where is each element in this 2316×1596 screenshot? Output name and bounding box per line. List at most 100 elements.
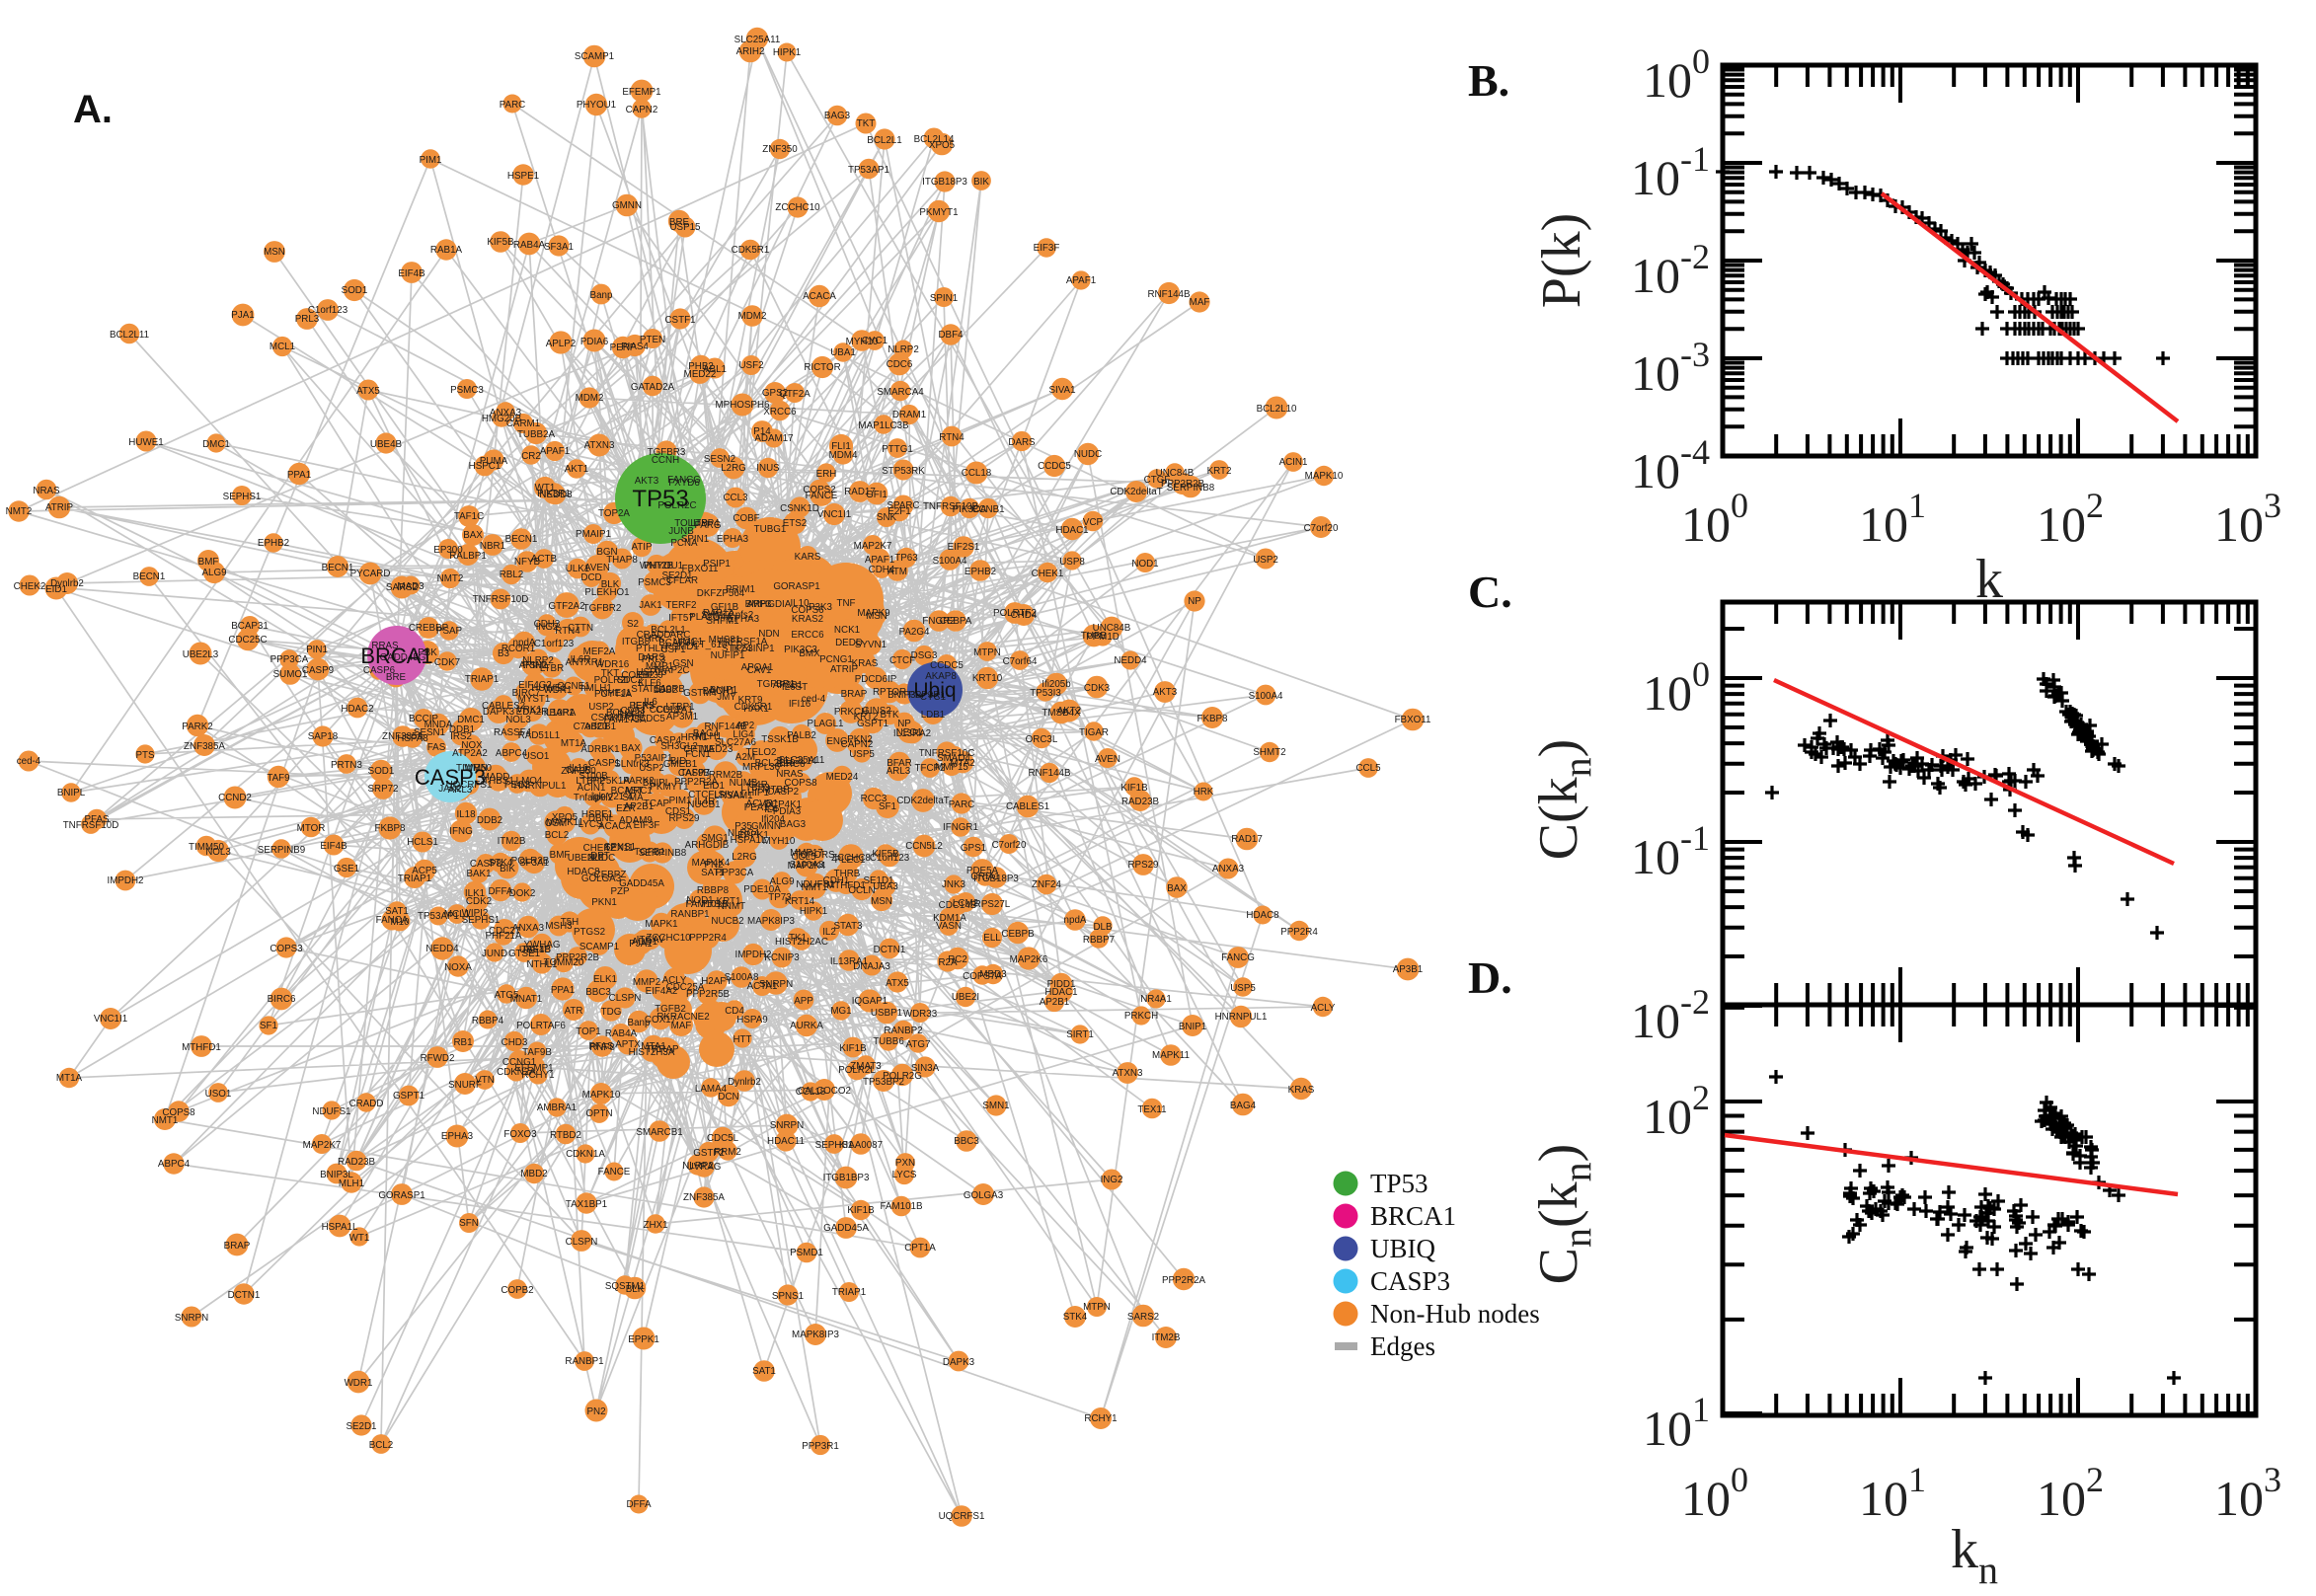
svg-text:DRAM1: DRAM1 bbox=[892, 410, 926, 420]
svg-text:L2RG: L2RG bbox=[721, 463, 746, 474]
svg-text:CCDC5: CCDC5 bbox=[930, 660, 964, 671]
svg-text:TP53INP1: TP53INP1 bbox=[730, 644, 774, 654]
svg-text:MTPN: MTPN bbox=[973, 647, 1001, 658]
svg-text:SIN3A: SIN3A bbox=[911, 1063, 940, 1074]
svg-text:JNK3: JNK3 bbox=[942, 879, 966, 890]
svg-text:CDC14B: CDC14B bbox=[939, 900, 977, 911]
svg-text:CRADD: CRADD bbox=[637, 630, 671, 641]
svg-text:BAG3: BAG3 bbox=[780, 819, 807, 830]
svg-text:NOD1: NOD1 bbox=[1131, 559, 1158, 570]
svg-text:SNRPN: SNRPN bbox=[770, 1120, 804, 1131]
svg-text:TP53AP1: TP53AP1 bbox=[848, 165, 889, 176]
svg-text:TNFRSF10C: TNFRSF10C bbox=[919, 748, 975, 759]
svg-text:TFAP2C: TFAP2C bbox=[653, 665, 689, 676]
svg-text:PXN: PXN bbox=[895, 1158, 915, 1169]
svg-text:COPS3: COPS3 bbox=[270, 944, 303, 954]
svg-text:RNF2: RNF2 bbox=[617, 710, 643, 721]
svg-text:C(kn): C(kn) bbox=[1528, 739, 1599, 861]
svg-text:PRL3: PRL3 bbox=[642, 654, 666, 665]
svg-text:APP: APP bbox=[794, 996, 813, 1007]
svg-text:SARS2: SARS2 bbox=[1127, 1312, 1159, 1323]
svg-text:PSMC3: PSMC3 bbox=[638, 577, 671, 588]
svg-text:SNURF: SNURF bbox=[448, 1080, 482, 1091]
svg-text:CSF1: CSF1 bbox=[660, 645, 685, 655]
svg-text:A2M: A2M bbox=[735, 752, 755, 763]
svg-text:P35: P35 bbox=[734, 821, 752, 832]
svg-text:ACTA1: ACTA1 bbox=[747, 981, 778, 992]
svg-text:C7orf20: C7orf20 bbox=[574, 722, 608, 732]
svg-text:ARL3: ARL3 bbox=[448, 785, 473, 796]
svg-text:IL16: IL16 bbox=[569, 763, 588, 774]
svg-text:SMARCA4: SMARCA4 bbox=[877, 387, 924, 398]
svg-text:CYC1: CYC1 bbox=[920, 692, 946, 703]
svg-text:HCLS1: HCLS1 bbox=[407, 837, 438, 848]
svg-text:CASP4: CASP4 bbox=[650, 735, 682, 746]
svg-text:PKN1: PKN1 bbox=[591, 897, 617, 908]
svg-text:TGFBR1: TGFBR1 bbox=[757, 679, 796, 690]
svg-text:SPNS1: SPNS1 bbox=[604, 842, 636, 853]
svg-text:DCD: DCD bbox=[580, 572, 601, 583]
svg-text:BCAP31: BCAP31 bbox=[658, 638, 696, 648]
svg-text:COPS7A: COPS7A bbox=[963, 971, 1002, 982]
svg-text:DDB1: DDB1 bbox=[449, 724, 475, 735]
svg-text:COPS2: COPS2 bbox=[803, 485, 835, 495]
svg-text:JUND: JUND bbox=[482, 949, 507, 959]
svg-text:LTBP3: LTBP3 bbox=[740, 783, 770, 794]
svg-text:BIK: BIK bbox=[973, 177, 989, 188]
svg-text:TKT: TKT bbox=[857, 118, 876, 129]
svg-text:SEPHS1: SEPHS1 bbox=[462, 915, 501, 926]
svg-text:LAMA4: LAMA4 bbox=[695, 1084, 728, 1095]
svg-text:VTN: VTN bbox=[475, 1075, 495, 1086]
svg-text:TSSK1B: TSSK1B bbox=[761, 734, 799, 745]
svg-text:USP5: USP5 bbox=[849, 749, 875, 760]
svg-text:CASP6: CASP6 bbox=[363, 665, 396, 676]
svg-text:ced-4: ced-4 bbox=[802, 694, 826, 705]
svg-text:TP73: TP73 bbox=[768, 892, 792, 903]
svg-text:CCND2: CCND2 bbox=[218, 793, 252, 803]
svg-text:LCM2: LCM2 bbox=[953, 898, 978, 909]
svg-text:EDA2R: EDA2R bbox=[516, 707, 549, 718]
svg-text:Ubiq: Ubiq bbox=[913, 679, 956, 702]
svg-text:ITGB18P3: ITGB18P3 bbox=[922, 177, 967, 188]
svg-text:SEPHS1: SEPHS1 bbox=[223, 492, 262, 502]
svg-text:VASN: VASN bbox=[936, 921, 962, 932]
svg-text:BMF: BMF bbox=[198, 557, 219, 568]
svg-text:RPS29: RPS29 bbox=[668, 813, 699, 824]
svg-text:NOXA: NOXA bbox=[444, 962, 472, 973]
svg-text:MED24: MED24 bbox=[826, 772, 859, 783]
svg-text:TRIAP1: TRIAP1 bbox=[465, 674, 499, 685]
svg-text:BCL2L11: BCL2L11 bbox=[110, 330, 149, 341]
svg-text:LDB2: LDB2 bbox=[654, 685, 678, 696]
svg-text:SAT1: SAT1 bbox=[752, 1366, 776, 1377]
svg-text:RCHY1: RCHY1 bbox=[1084, 1413, 1117, 1424]
svg-text:CDKN1A: CDKN1A bbox=[566, 1149, 605, 1160]
svg-text:AURKA: AURKA bbox=[790, 1021, 823, 1031]
svg-text:UBE4B: UBE4B bbox=[519, 945, 552, 955]
svg-text:HDAC8: HDAC8 bbox=[1246, 910, 1279, 921]
svg-text:FANCE: FANCE bbox=[598, 1167, 631, 1178]
svg-text:RTBD2: RTBD2 bbox=[550, 1130, 581, 1141]
svg-text:EIF3J: EIF3J bbox=[638, 670, 663, 681]
svg-text:COPB2: COPB2 bbox=[621, 670, 654, 681]
svg-text:IFNG: IFNG bbox=[449, 826, 472, 837]
svg-text:HDAC1: HDAC1 bbox=[1055, 525, 1088, 536]
svg-text:DFFA: DFFA bbox=[488, 886, 513, 897]
svg-text:ARHGDIA: ARHGDIA bbox=[747, 599, 792, 610]
svg-text:BLK: BLK bbox=[601, 579, 620, 590]
svg-text:DAPK3: DAPK3 bbox=[483, 707, 515, 718]
svg-text:GSPT1: GSPT1 bbox=[857, 719, 888, 729]
svg-text:ACIN1: ACIN1 bbox=[578, 783, 606, 794]
svg-text:TEX11: TEX11 bbox=[1137, 1104, 1166, 1115]
svg-text:MPHOSPH6: MPHOSPH6 bbox=[716, 400, 771, 411]
svg-text:BBC3: BBC3 bbox=[585, 987, 611, 998]
svg-text:TUBB2A: TUBB2A bbox=[517, 429, 556, 440]
svg-text:ABPC4: ABPC4 bbox=[158, 1159, 191, 1170]
svg-text:BTK: BTK bbox=[880, 710, 899, 721]
svg-text:ING2: ING2 bbox=[1101, 1175, 1123, 1185]
svg-text:BAX: BAX bbox=[463, 530, 483, 541]
svg-text:RBBP7: RBBP7 bbox=[1083, 935, 1115, 946]
svg-text:CASP2: CASP2 bbox=[767, 787, 799, 798]
svg-text:USP15: USP15 bbox=[636, 667, 667, 678]
svg-text:CEBPB: CEBPB bbox=[1001, 929, 1035, 940]
svg-text:PPP2R2B: PPP2R2B bbox=[556, 952, 600, 963]
